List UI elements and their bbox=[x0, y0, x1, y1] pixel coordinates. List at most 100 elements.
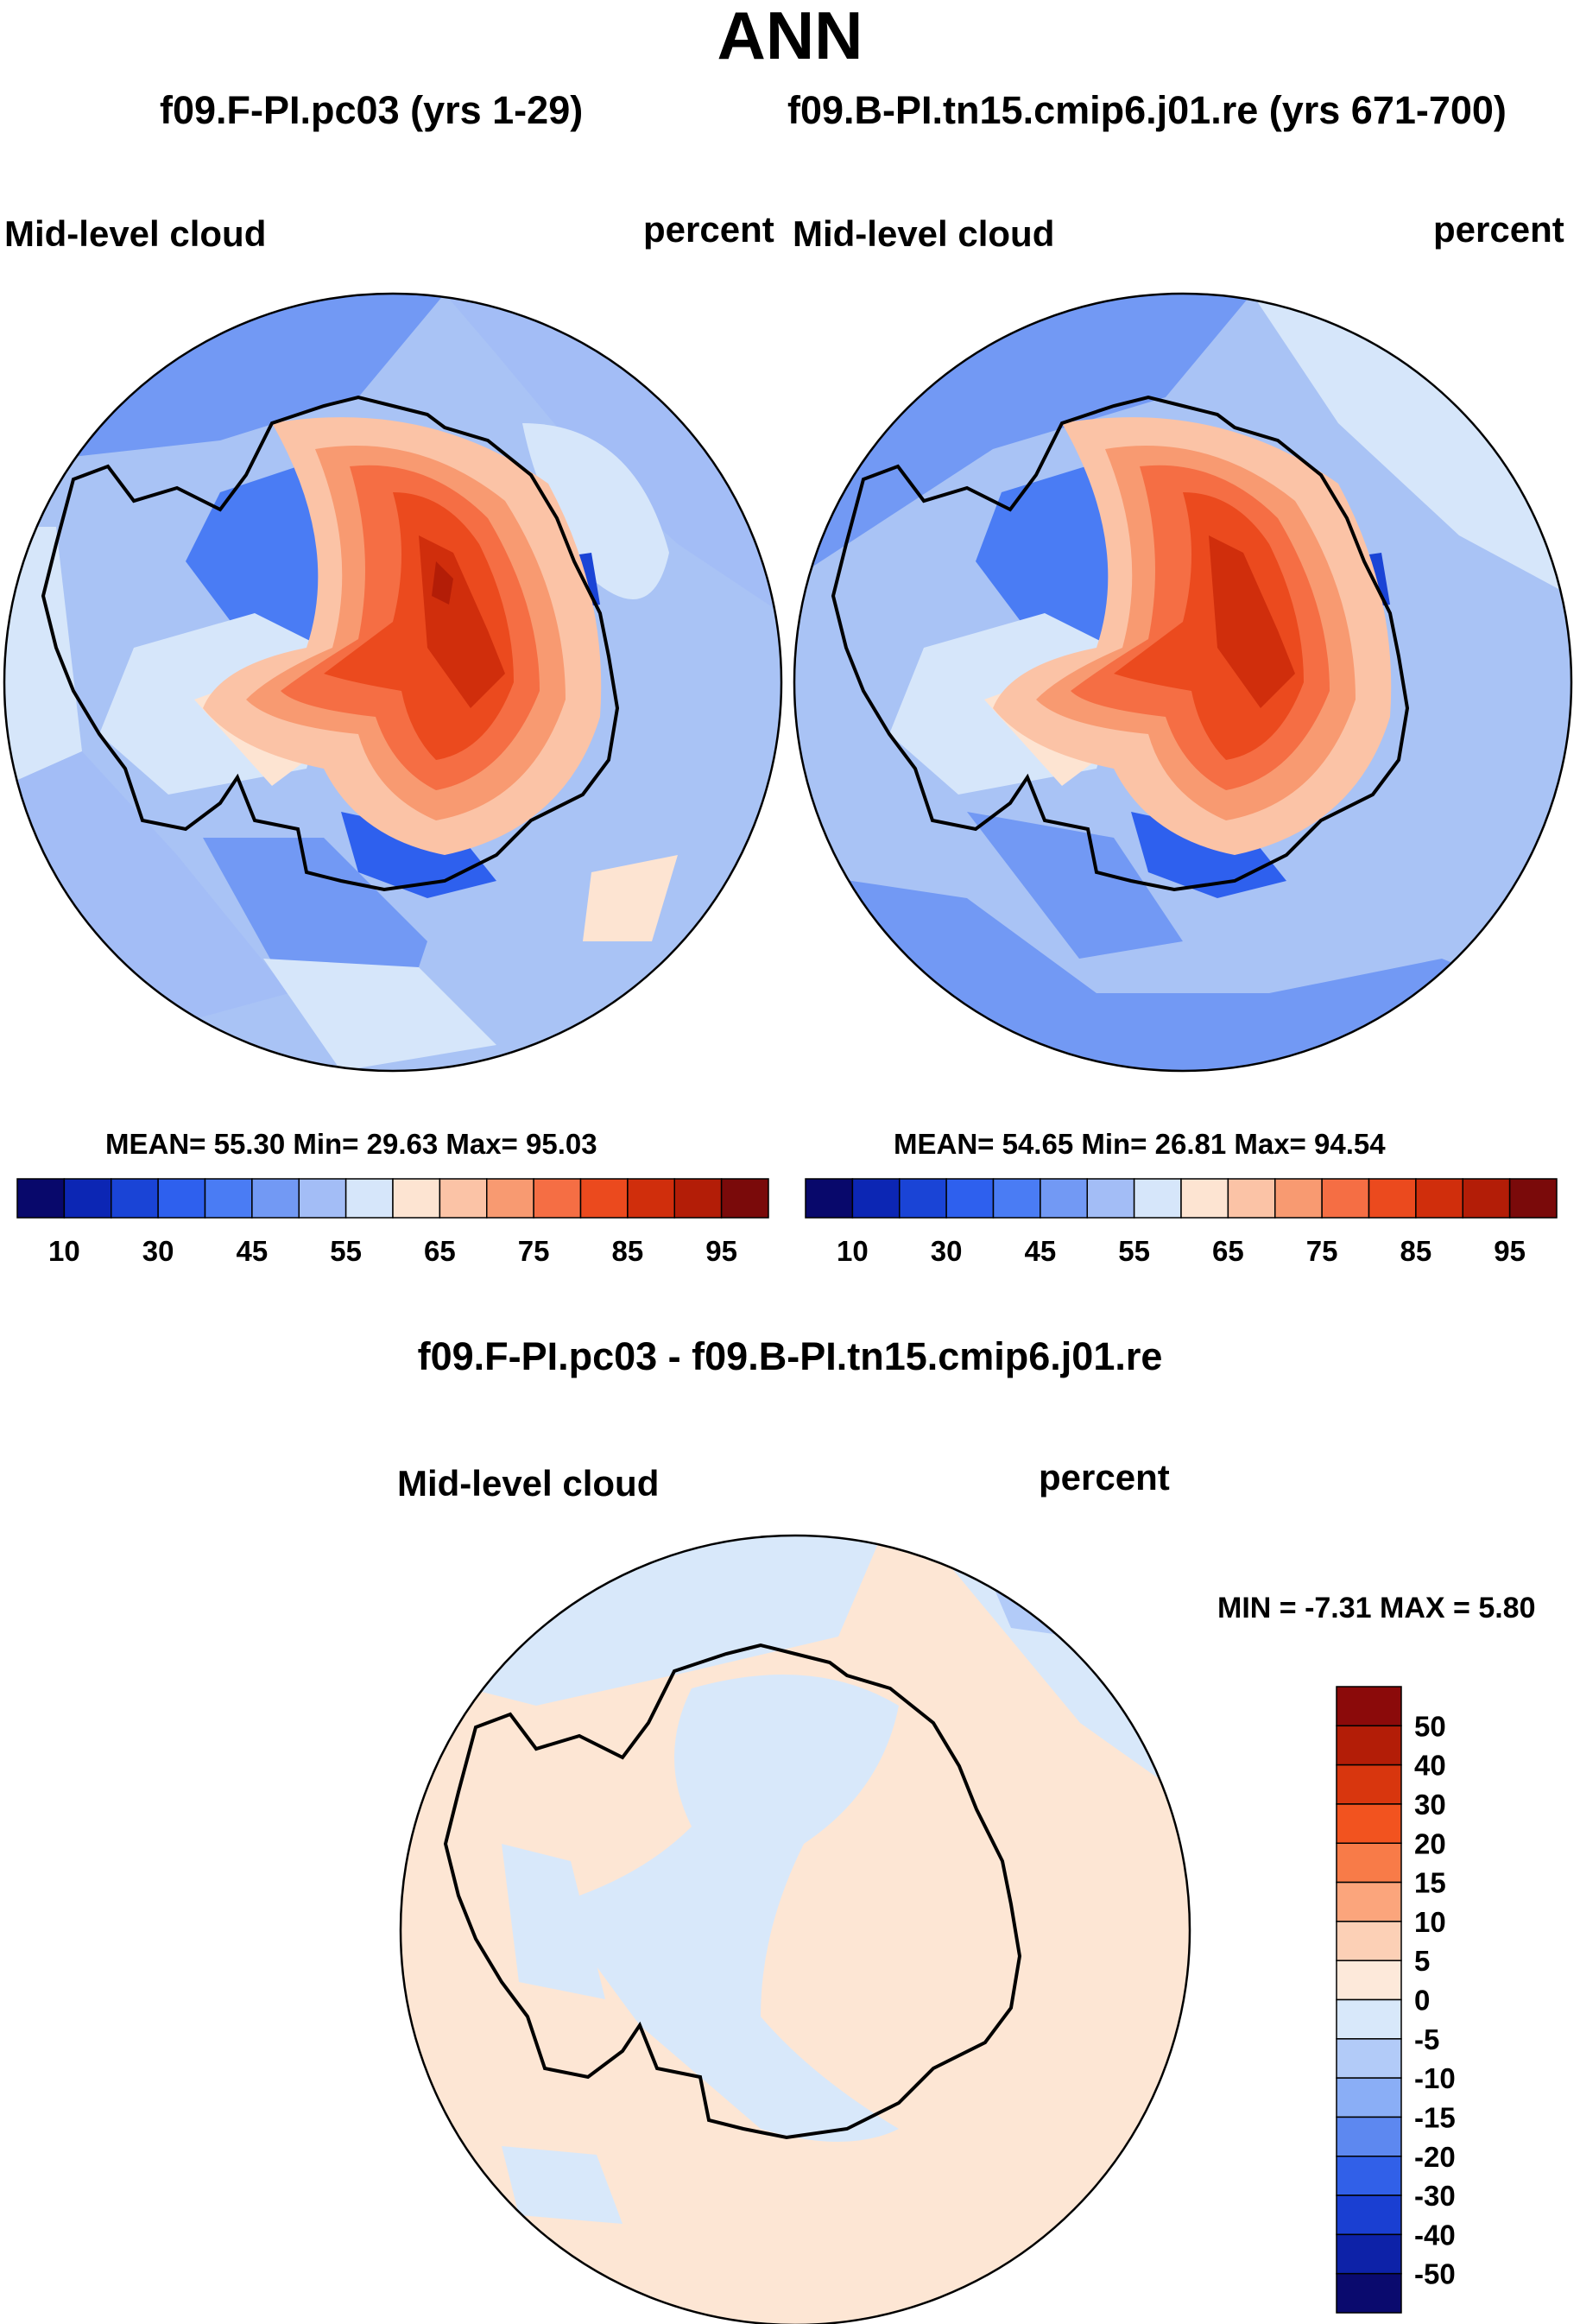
panel1-stats: MEAN= 55.30 Min= 29.63 Max= 95.03 bbox=[105, 1128, 597, 1160]
panel2-stats: MEAN= 54.65 Min= 26.81 Max= 94.54 bbox=[894, 1128, 1386, 1160]
panel3-colorbar-box bbox=[1336, 1725, 1402, 1766]
panel1-field-region bbox=[432, 561, 453, 605]
panel1-map bbox=[4, 294, 781, 1071]
panel2-colorbar-box bbox=[1133, 1178, 1182, 1219]
panel2-title: f09.B-PI.tn15.cmip6.j01.re (yrs 671-700) bbox=[787, 88, 1507, 132]
panel1-colorbar-box bbox=[251, 1178, 300, 1219]
panel1-colorbar-box bbox=[579, 1178, 629, 1219]
panel2-colorbar-box bbox=[1274, 1178, 1323, 1219]
panel2-colorbar-box bbox=[1040, 1178, 1088, 1219]
panel3-colorbar-label: 15 bbox=[1414, 1867, 1446, 1899]
panel3-colorbar-box bbox=[1336, 2156, 1402, 2196]
panel3-colorbar-box bbox=[1336, 1881, 1402, 1922]
panel3-colorbar-label: -40 bbox=[1414, 2219, 1456, 2251]
panel1-colorbar-label: 45 bbox=[237, 1235, 269, 1267]
panel3-colorbar-box bbox=[1336, 1764, 1402, 1805]
panel1-colorbar-box bbox=[627, 1178, 675, 1219]
panel3-colorbar-box bbox=[1336, 1960, 1402, 2001]
panel1-colorbar-box bbox=[439, 1178, 488, 1219]
panel2-colorbar-box bbox=[992, 1178, 1041, 1219]
panel1-variable-label: Mid-level cloud bbox=[4, 213, 267, 254]
panel3-field-region bbox=[502, 2146, 623, 2224]
panel3-colorbar-box bbox=[1336, 1921, 1402, 1961]
panel2-colorbar-label: 65 bbox=[1212, 1235, 1244, 1267]
panel3-colorbar-box bbox=[1336, 2077, 1402, 2118]
panel2-colorbar-label: 95 bbox=[1494, 1235, 1526, 1267]
panel1-colorbar-box bbox=[344, 1178, 394, 1219]
panel1-colorbar-label: 55 bbox=[330, 1235, 362, 1267]
panel2-colorbar-box bbox=[851, 1178, 901, 1219]
panel3-colorbar-label: 40 bbox=[1414, 1750, 1446, 1782]
panel1-colorbar-box bbox=[392, 1178, 441, 1219]
panel1-colorbar-box bbox=[111, 1178, 159, 1219]
panel3-colorbar-label: -10 bbox=[1414, 2062, 1456, 2094]
panel1-colorbar-box bbox=[533, 1178, 582, 1219]
panel1-colorbar-box bbox=[157, 1178, 206, 1219]
panel1-colorbar-label: 65 bbox=[424, 1235, 456, 1267]
panel1-field-region bbox=[4, 527, 82, 786]
panel1-colorbar-box bbox=[63, 1178, 112, 1219]
panel2-field-region bbox=[967, 812, 1183, 959]
panel2-colorbar-box bbox=[1508, 1178, 1558, 1219]
panel3-colorbar-label: 30 bbox=[1414, 1789, 1446, 1821]
panel2-colorbar-box bbox=[1368, 1178, 1417, 1219]
panel1-title: f09.F-PI.pc03 (yrs 1-29) bbox=[160, 88, 584, 132]
panel2-colorbar-box bbox=[1180, 1178, 1229, 1219]
panel3-stats: MIN = -7.31 MAX = 5.80 bbox=[1217, 1592, 1536, 1624]
panel1-field-region bbox=[263, 959, 496, 1071]
panel3-colorbar-label: -50 bbox=[1414, 2258, 1456, 2290]
panel3-colorbar-box bbox=[1336, 1803, 1402, 1844]
panel2-colorbar-box bbox=[899, 1178, 947, 1219]
panel3-colorbar-box bbox=[1336, 2233, 1402, 2275]
panel2-colorbar-label: 45 bbox=[1025, 1235, 1057, 1267]
panel1-colorbar-label: 10 bbox=[48, 1235, 80, 1267]
panel3-field-region bbox=[502, 1844, 605, 1999]
panel2-colorbar-label: 75 bbox=[1306, 1235, 1338, 1267]
panel1-colorbar-label: 30 bbox=[142, 1235, 174, 1267]
panel3-colorbar-box bbox=[1336, 1842, 1402, 1884]
panel3-colorbar-label: -15 bbox=[1414, 2101, 1456, 2133]
panel3-colorbar-label: 0 bbox=[1414, 1985, 1430, 2017]
panel2-colorbar-box bbox=[1086, 1178, 1135, 1219]
figure-title: ANN bbox=[717, 0, 863, 73]
panel2-colorbar-box bbox=[1227, 1178, 1276, 1219]
panel3-colorbar-label: -5 bbox=[1414, 2023, 1439, 2055]
panel1-colorbar: 10 30 45 55 65 75 85 95 bbox=[16, 1178, 769, 1267]
panel3-colorbar-box bbox=[1336, 2038, 1402, 2079]
panel1-colorbar-label: 75 bbox=[518, 1235, 550, 1267]
panel1-colorbar-box bbox=[204, 1178, 253, 1219]
panel2-variable-label: Mid-level cloud bbox=[793, 213, 1055, 254]
panel3-colorbar-label: -30 bbox=[1414, 2180, 1456, 2212]
panel1-map-border bbox=[3, 292, 783, 1073]
panel2-units-label: percent bbox=[1433, 209, 1564, 250]
panel2-colorbar-box bbox=[805, 1178, 854, 1219]
panel1-colorbar-label: 95 bbox=[705, 1235, 737, 1267]
panel2-colorbar-label: 10 bbox=[837, 1235, 869, 1267]
panel1-field-region bbox=[583, 855, 678, 941]
panel2-map-border bbox=[793, 292, 1573, 1073]
panel3-colorbar-box bbox=[1336, 1686, 1402, 1727]
panel3-colorbar-box bbox=[1336, 2272, 1402, 2314]
panel2-field-region bbox=[1209, 535, 1295, 708]
panel2-colorbar-box bbox=[1415, 1178, 1463, 1219]
panel1-units-label: percent bbox=[643, 209, 774, 250]
panel3-colorbar-label: 50 bbox=[1414, 1710, 1446, 1742]
panel2-field-region bbox=[1131, 812, 1286, 898]
panel2-colorbar-label: 55 bbox=[1118, 1235, 1150, 1267]
panel3-colorbar-box bbox=[1336, 2194, 1402, 2236]
panel2-colorbar-label: 30 bbox=[931, 1235, 963, 1267]
panel3-colorbar-label: 20 bbox=[1414, 1827, 1446, 1859]
panel3-colorbar-box bbox=[1336, 1998, 1402, 2040]
panel1-colorbar-box bbox=[720, 1178, 769, 1219]
panel1-colorbar-box bbox=[486, 1178, 534, 1219]
panel1-colorbar-box bbox=[16, 1178, 66, 1219]
panel3-map-border bbox=[399, 1534, 1191, 2324]
panel3-variable-label: Mid-level cloud bbox=[397, 1463, 660, 1504]
panel3-map bbox=[401, 1536, 1190, 2324]
panel2-colorbar-box bbox=[945, 1178, 995, 1219]
panel2-colorbar: 10 30 45 55 65 75 85 95 bbox=[805, 1178, 1558, 1267]
panel2-colorbar-box bbox=[1462, 1178, 1511, 1219]
panel3-colorbar-label: -20 bbox=[1414, 2141, 1456, 2173]
